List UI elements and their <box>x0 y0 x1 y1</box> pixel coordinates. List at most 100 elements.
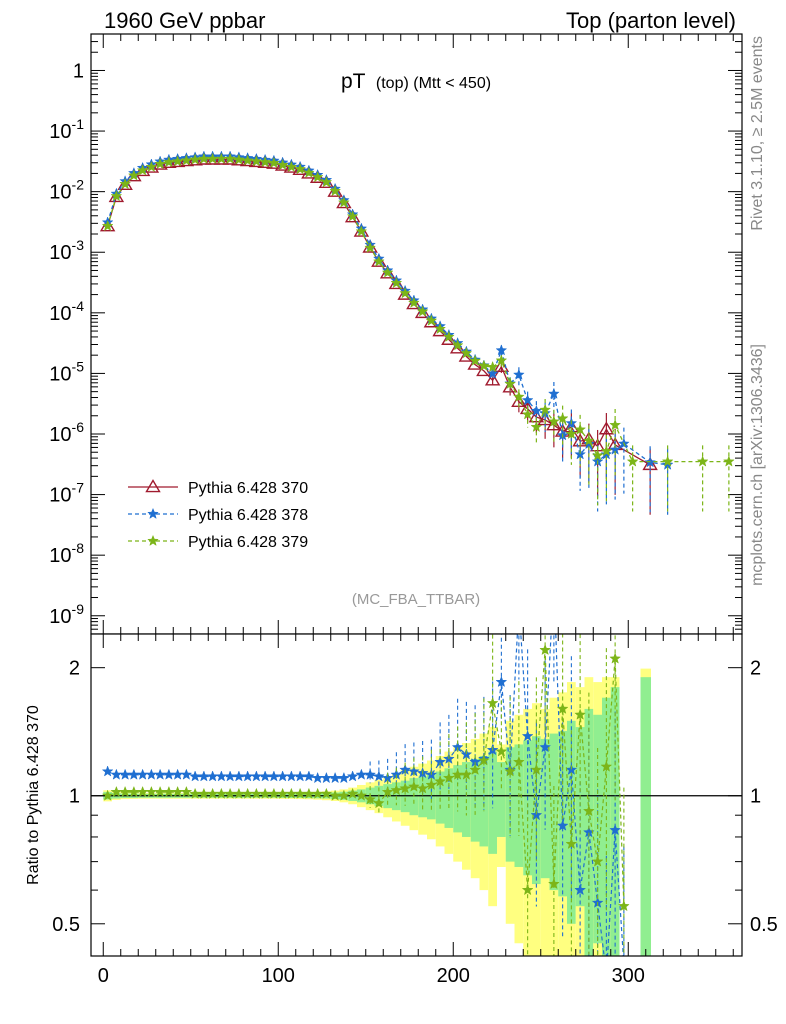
ratio-point <box>381 785 394 798</box>
data-point <box>145 160 158 173</box>
data-point <box>407 296 420 308</box>
data-point <box>364 241 377 253</box>
stat-uncertainty-band <box>593 714 602 944</box>
legend: Pythia 6.428 370 Pythia 6.428 378 Pythia 6… <box>128 479 308 551</box>
x-tick-label: 0 <box>98 965 109 987</box>
data-point <box>425 314 438 326</box>
ratio-plot-ticks <box>91 634 742 956</box>
stat-uncertainty-band <box>640 677 651 956</box>
ratio-point <box>565 837 578 850</box>
data-point <box>547 415 560 427</box>
data-point <box>546 417 562 431</box>
data-point <box>434 322 447 335</box>
ratio-y-tick-label-right: 2 <box>750 658 761 680</box>
stat-uncertainty-band <box>497 762 506 837</box>
data-point <box>493 358 510 372</box>
data-point <box>661 455 674 467</box>
data-point <box>101 219 114 232</box>
data-point <box>609 418 622 431</box>
x-tick-label: 300 <box>612 965 645 987</box>
data-point <box>329 184 342 197</box>
ratio-point <box>434 775 447 787</box>
ratio-point <box>337 789 350 801</box>
y-tick-label: 10-7 <box>49 480 84 507</box>
ratio-point <box>495 745 508 757</box>
y-tick-label: 10-2 <box>49 177 84 204</box>
ratio-point <box>530 763 543 775</box>
stat-uncertainty-band <box>610 687 620 956</box>
ratio-point <box>521 729 534 742</box>
data-point <box>250 155 263 167</box>
ratio-y-tick-labels: 0.5 0.5 1 1 2 2 <box>52 658 778 936</box>
ratio-point <box>302 770 315 782</box>
data-point <box>512 368 525 380</box>
legend-marker <box>147 534 159 546</box>
ratio-point <box>425 778 438 790</box>
data-point <box>276 158 289 171</box>
legend-marker <box>145 479 161 493</box>
data-point <box>696 455 709 467</box>
data-point <box>530 404 543 416</box>
ratio-point <box>539 741 552 753</box>
mcplots-citation-label: mcplots.cern.ch [arXiv:1306.3436] <box>749 344 766 586</box>
legend-label: Pythia 6.428 379 <box>188 534 308 551</box>
data-point <box>162 155 175 168</box>
data-point <box>722 455 735 467</box>
data-point <box>171 155 184 167</box>
data-point <box>442 330 455 342</box>
ratio-plot-frame <box>90 633 743 957</box>
main-plot-title: pT (top) (Mtt < 450) <box>341 70 491 93</box>
data-point <box>154 157 167 170</box>
ratio-point <box>346 787 359 799</box>
data-point <box>381 266 394 278</box>
analysis-watermark: (MC_FBA_TTBAR) <box>352 591 480 608</box>
data-point <box>626 455 639 467</box>
data-point <box>320 175 333 188</box>
data-point <box>591 449 604 461</box>
ratio-point <box>609 823 622 836</box>
ratio-y-tick-label-left: 2 <box>69 658 80 680</box>
data-point <box>397 286 413 300</box>
series-3 <box>101 152 735 512</box>
y-tick-label: 10-4 <box>49 298 84 325</box>
data-point <box>390 276 403 289</box>
ratio-y-tick-label-right: 0.5 <box>750 914 778 936</box>
data-point <box>241 154 254 166</box>
y-tick-label: 10-6 <box>49 419 84 446</box>
main-plot-panel: 1 10-1 10-2 10-3 10-4 10-5 10-6 10-7 10-8 10-9 pT… <box>49 33 743 635</box>
header-energy: 1960 GeV ppbar <box>104 8 265 33</box>
main-plot-background <box>91 34 742 634</box>
data-point <box>484 372 501 386</box>
data-point <box>110 189 123 202</box>
ratio-point <box>486 696 499 709</box>
main-plot-ticks <box>91 33 742 635</box>
ratio-point <box>372 770 385 782</box>
data-point <box>416 305 429 317</box>
ratio-point <box>600 760 613 772</box>
ratio-point <box>617 899 630 912</box>
data-point <box>232 153 245 165</box>
ratio-point <box>390 784 403 796</box>
ratio-point <box>355 789 368 801</box>
main-plot-series <box>99 150 735 515</box>
ratio-point <box>469 763 482 775</box>
data-point <box>521 394 534 406</box>
ratio-point <box>547 877 560 890</box>
data-point <box>372 255 385 267</box>
data-point <box>259 155 272 168</box>
ratio-point <box>101 765 114 777</box>
stat-uncertainty-band <box>523 740 532 876</box>
data-point <box>556 412 569 424</box>
ratio-point <box>591 855 604 867</box>
legend-label: Pythia 6.428 378 <box>188 507 308 524</box>
data-point <box>469 354 482 366</box>
ratio-point <box>556 702 569 714</box>
ratio-point <box>320 787 333 799</box>
data-point <box>355 225 368 237</box>
main-plot-y-tick-labels: 1 10-1 10-2 10-3 10-4 10-5 10-6 10-7 10-8 10-9 <box>49 60 84 627</box>
data-point <box>136 164 149 176</box>
stat-uncertainty-band <box>514 744 524 867</box>
ratio-point <box>504 765 517 777</box>
data-point <box>486 367 499 379</box>
